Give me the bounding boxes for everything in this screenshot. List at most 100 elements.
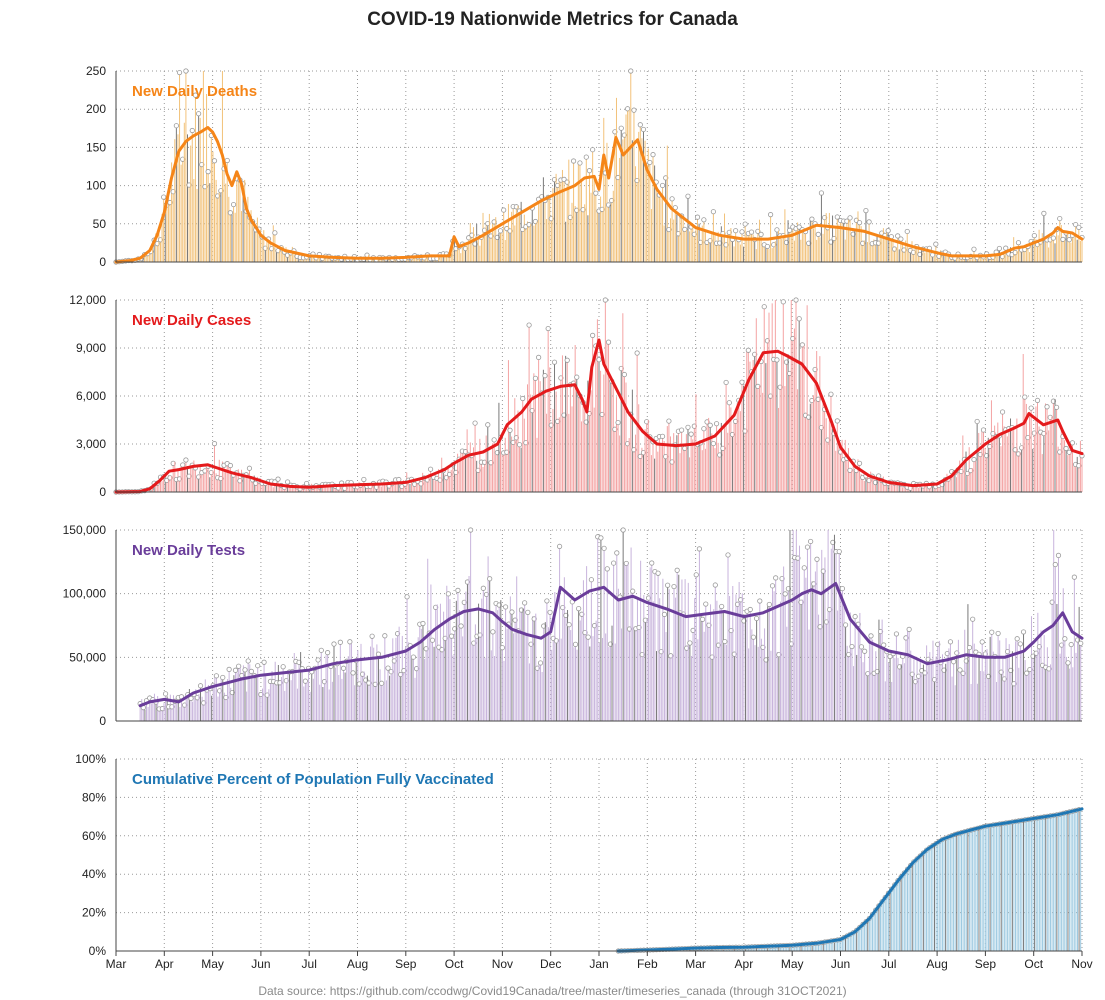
data-point-marker xyxy=(761,304,767,310)
data-point-marker xyxy=(773,575,779,581)
data-point-marker xyxy=(687,640,693,646)
data-point-marker xyxy=(666,418,672,424)
bar-series xyxy=(137,527,1084,721)
y-tick-label: 3,000 xyxy=(76,437,106,451)
y-tick-label: 50,000 xyxy=(69,650,106,664)
data-point-marker xyxy=(725,552,731,558)
data-point-marker xyxy=(596,357,602,363)
data-point-marker xyxy=(971,246,977,252)
data-point-marker xyxy=(501,207,507,213)
y-tick-label: 100% xyxy=(75,752,106,766)
data-point-marker xyxy=(679,427,685,433)
y-tick-label: 6,000 xyxy=(76,389,106,403)
data-point-marker xyxy=(1044,404,1050,410)
data-point-marker xyxy=(615,419,621,426)
data-point-marker xyxy=(315,657,321,663)
data-point-marker xyxy=(369,633,375,639)
data-point-marker xyxy=(577,160,583,166)
data-point-marker xyxy=(497,228,504,234)
y-tick-label: 150 xyxy=(86,140,106,154)
data-point-marker xyxy=(1028,405,1034,411)
data-point-marker xyxy=(722,638,728,645)
data-point-marker xyxy=(696,546,703,552)
data-point-marker xyxy=(561,176,567,182)
data-point-marker xyxy=(1066,237,1072,243)
data-point-marker xyxy=(280,664,286,670)
data-point-marker xyxy=(649,560,655,566)
data-point-marker xyxy=(522,600,528,606)
data-point-marker xyxy=(893,631,900,637)
data-point-marker xyxy=(220,674,226,681)
data-point-marker xyxy=(858,644,865,650)
data-point-marker xyxy=(856,220,863,226)
data-point-marker xyxy=(701,217,707,223)
data-point-marker xyxy=(598,535,604,541)
data-point-marker xyxy=(472,420,478,426)
data-point-marker xyxy=(836,548,842,555)
data-point-marker xyxy=(261,659,267,665)
data-point-marker xyxy=(458,623,464,629)
y-tick-label: 40% xyxy=(82,867,106,881)
data-point-marker xyxy=(382,633,388,639)
data-point-marker xyxy=(842,622,849,628)
data-point-marker xyxy=(659,433,666,439)
data-point-marker xyxy=(739,229,745,235)
data-point-marker xyxy=(1073,221,1079,228)
data-point-marker xyxy=(468,527,474,533)
data-point-marker xyxy=(618,125,624,131)
data-point-marker xyxy=(602,297,608,303)
data-point-marker xyxy=(996,245,1002,252)
data-point-marker xyxy=(748,229,755,235)
data-point-marker xyxy=(863,208,869,214)
data-point-marker xyxy=(1024,670,1030,676)
data-point-marker xyxy=(628,68,634,74)
data-point-marker xyxy=(526,322,532,328)
x-tick-label: Aug xyxy=(926,957,947,971)
page-title: COVID-19 Nationwide Metrics for Canada xyxy=(367,9,738,30)
panel-title: New Daily Cases xyxy=(132,312,251,329)
data-point-marker xyxy=(839,585,846,592)
data-point-marker xyxy=(347,639,353,645)
data-point-marker xyxy=(1076,224,1082,230)
data-point-marker xyxy=(1078,640,1084,646)
data-point-marker xyxy=(350,670,356,676)
data-point-marker xyxy=(445,591,451,597)
data-point-marker xyxy=(757,598,763,604)
data-point-marker xyxy=(1068,641,1074,648)
data-point-marker xyxy=(703,601,709,607)
data-point-marker xyxy=(780,299,786,305)
data-point-marker xyxy=(951,659,957,665)
data-point-marker xyxy=(211,441,218,447)
data-point-marker xyxy=(410,654,417,660)
data-point-marker xyxy=(847,215,853,221)
x-tick-label: Sep xyxy=(395,957,417,971)
data-point-marker xyxy=(275,476,281,482)
data-point-marker xyxy=(487,576,493,582)
y-tick-label: 200 xyxy=(86,102,106,116)
data-point-marker xyxy=(547,609,553,615)
data-point-marker xyxy=(340,665,347,671)
data-point-marker xyxy=(183,457,189,463)
data-point-marker xyxy=(544,598,550,604)
data-point-marker xyxy=(726,400,732,406)
data-point-marker xyxy=(1020,629,1027,635)
data-point-marker xyxy=(980,427,987,433)
x-tick-label: Oct xyxy=(1024,957,1043,971)
data-point-marker xyxy=(758,231,764,237)
data-point-marker xyxy=(232,667,239,673)
x-tick-label: Apr xyxy=(155,957,174,971)
data-point-marker xyxy=(583,154,589,160)
data-point-marker xyxy=(1069,440,1076,446)
data-point-marker xyxy=(766,601,772,608)
y-tick-label: 9,000 xyxy=(76,341,106,355)
data-point-marker xyxy=(767,212,774,218)
data-point-marker xyxy=(995,630,1001,637)
data-point-marker xyxy=(566,622,572,628)
data-point-marker xyxy=(787,227,793,233)
data-point-marker xyxy=(665,582,671,588)
data-point-marker xyxy=(885,228,891,234)
data-point-marker xyxy=(713,421,720,427)
data-point-marker xyxy=(248,668,254,674)
chart-panel-1: 0 50 100 150 200 250 New Daily Deaths xyxy=(86,64,1085,269)
data-point-marker xyxy=(586,168,593,174)
